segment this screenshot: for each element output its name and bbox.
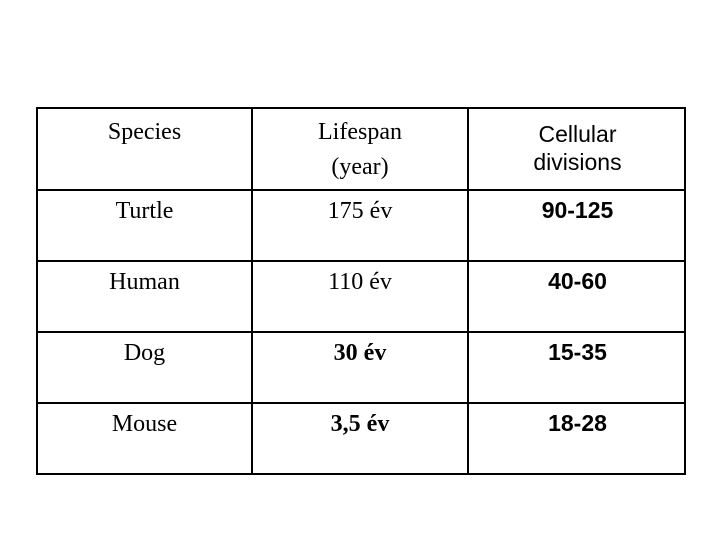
header-species: Species bbox=[107, 118, 182, 145]
cell-divisions-mouse: 18-28 bbox=[548, 410, 607, 437]
header-lifespan: Lifespan (year) bbox=[253, 111, 467, 189]
header-lifespan-line2: (year) bbox=[331, 154, 389, 180]
column-divider-1 bbox=[251, 109, 253, 473]
cell-divisions-dog: 15-35 bbox=[548, 339, 607, 366]
column-divider-2 bbox=[467, 109, 469, 473]
cell-species-human: Human bbox=[109, 268, 180, 295]
cell-lifespan-turtle: 175 év bbox=[327, 197, 393, 224]
cell-divisions-turtle: 90-125 bbox=[541, 197, 614, 224]
cell-species-turtle: Turtle bbox=[115, 197, 174, 224]
cell-species-mouse: Mouse bbox=[111, 410, 178, 437]
species-table: Species Lifespan (year) Cellular divisio… bbox=[36, 107, 686, 475]
header-divisions-line1: Cellular bbox=[538, 121, 617, 148]
row-divider-2 bbox=[38, 331, 684, 333]
cell-lifespan-dog: 30 év bbox=[333, 339, 387, 366]
header-divider bbox=[38, 189, 684, 191]
cell-lifespan-mouse: 3,5 év bbox=[330, 410, 390, 437]
cell-divisions-human: 40-60 bbox=[548, 268, 607, 295]
header-divisions-line2: divisions bbox=[533, 149, 622, 175]
cell-lifespan-human: 110 év bbox=[328, 268, 392, 295]
row-divider-3 bbox=[38, 402, 684, 404]
row-divider-1 bbox=[38, 260, 684, 262]
cell-species-dog: Dog bbox=[123, 339, 166, 366]
header-lifespan-line1: Lifespan bbox=[318, 119, 402, 146]
header-cellular-divisions: Cellular divisions bbox=[469, 109, 686, 189]
